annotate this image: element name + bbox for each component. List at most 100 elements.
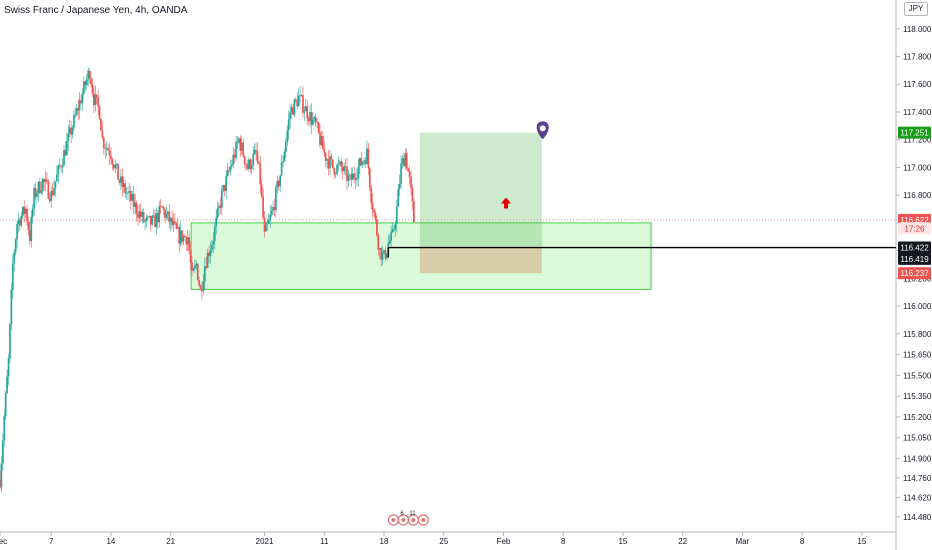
- candle-body: [112, 164, 115, 169]
- candle-body: [329, 156, 331, 169]
- candle-body: [331, 159, 334, 168]
- candle-body: [297, 96, 300, 107]
- candle-body: [175, 223, 178, 229]
- candle-body: [70, 127, 72, 135]
- candle-body: [201, 289, 203, 292]
- event-count-label: 11: [409, 511, 416, 517]
- candle-body: [299, 95, 301, 97]
- candle-body: [336, 164, 338, 174]
- candle-body: [189, 250, 192, 263]
- candle-body: [80, 100, 82, 104]
- candle-body: [354, 177, 357, 180]
- candle-body: [85, 79, 88, 86]
- candle-body: [141, 212, 144, 217]
- candle-body: [413, 201, 415, 223]
- candle-body: [381, 252, 384, 260]
- chart-title: Swiss Franc / Japanese Yen, 4h, OANDA: [4, 5, 188, 16]
- y-tick-label: 118.000: [903, 25, 932, 34]
- price-label: 17:26: [904, 224, 925, 233]
- candle-body: [134, 202, 136, 208]
- candle-body: [300, 95, 303, 96]
- candle-body: [93, 93, 95, 106]
- candle-body: [230, 164, 233, 167]
- x-tick-label: 8: [561, 537, 566, 546]
- candle-body: [9, 324, 11, 359]
- candle-body: [272, 206, 274, 211]
- candle-body: [378, 248, 381, 250]
- candle-body: [137, 213, 139, 218]
- candle-body: [249, 159, 252, 170]
- candle-body: [373, 209, 375, 213]
- candle-body: [111, 159, 114, 165]
- candle-body: [334, 173, 337, 175]
- candle-body: [309, 112, 311, 122]
- y-tick-label: 115.050: [903, 434, 932, 443]
- candle-body: [330, 156, 333, 160]
- candle-body: [67, 133, 70, 142]
- candle-body: [6, 376, 8, 394]
- candle-body: [393, 229, 395, 231]
- candle-body: [321, 136, 324, 150]
- event-icon-dot: [411, 518, 416, 522]
- up-arrow-icon: [501, 197, 512, 209]
- candle-body: [56, 174, 58, 182]
- candle-body: [273, 206, 276, 211]
- candle-body: [408, 171, 411, 177]
- candle-body: [313, 117, 316, 120]
- candle-body: [242, 142, 245, 157]
- candle-body: [252, 153, 255, 166]
- candle-body: [326, 159, 328, 161]
- candle-body: [3, 416, 6, 441]
- candle-body: [245, 163, 247, 165]
- candle-body: [115, 163, 118, 165]
- candle-body: [53, 187, 55, 195]
- candle-body: [312, 119, 314, 125]
- candle-body: [4, 393, 7, 417]
- x-tick-label: 8: [800, 537, 805, 546]
- candle-body: [256, 151, 259, 162]
- candle-body: [360, 158, 363, 166]
- candle-body: [265, 224, 267, 232]
- candle-body: [403, 158, 405, 167]
- candle-body: [51, 191, 54, 195]
- y-tick-label: 117.000: [903, 163, 932, 172]
- candle-body: [13, 252, 16, 264]
- candle-body: [296, 99, 299, 107]
- candle-body: [38, 181, 41, 193]
- candle-body: [394, 224, 397, 230]
- candle-body: [142, 212, 145, 222]
- candle-body: [135, 202, 138, 214]
- candle-body: [388, 241, 391, 244]
- candle-body: [211, 244, 213, 251]
- candle-body: [148, 215, 151, 217]
- candle-body: [125, 192, 128, 194]
- candle-body: [361, 161, 364, 166]
- candle-body: [404, 153, 407, 167]
- candle-body: [349, 174, 351, 176]
- candle-body: [347, 175, 350, 182]
- candle-body: [33, 187, 35, 209]
- candle-body: [199, 285, 202, 290]
- candle-body: [0, 479, 1, 488]
- x-tick-label: Feb: [497, 537, 511, 546]
- candle-body: [65, 141, 68, 156]
- price-label: 116.422: [900, 244, 929, 253]
- candle-body: [75, 108, 78, 115]
- candle-body: [159, 206, 162, 207]
- demand-zone-rect: [190, 222, 652, 290]
- candle-body: [29, 230, 31, 242]
- price-label: 116.237: [900, 269, 929, 278]
- candle-body: [376, 219, 378, 236]
- candle-body: [226, 170, 229, 177]
- candle-body: [212, 240, 215, 245]
- candle-body: [98, 106, 101, 120]
- y-tick-label: 115.200: [903, 413, 932, 422]
- long-position-stop: [419, 246, 542, 274]
- candle-body: [196, 263, 199, 280]
- candle-body: [384, 250, 387, 259]
- currency-label[interactable]: JPY: [904, 2, 928, 16]
- candle-body: [107, 147, 109, 151]
- y-tick-label: 114.620: [903, 493, 932, 502]
